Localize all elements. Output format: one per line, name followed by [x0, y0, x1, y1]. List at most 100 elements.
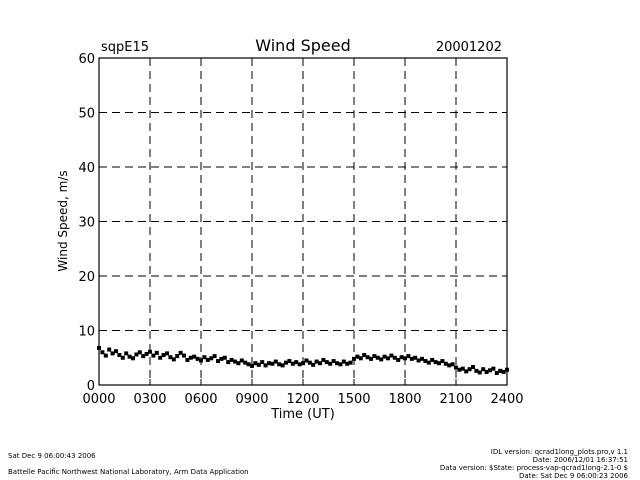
data-point: [205, 357, 210, 362]
data-point: [440, 359, 445, 364]
data-point: [301, 361, 305, 366]
x-tick-label: 1500: [337, 392, 370, 407]
chart-site-label: sqpE15: [101, 40, 149, 55]
data-point: [392, 355, 397, 360]
footer-left: Sat Dec 9 06:00:43 2006 Battelle Pacific…: [8, 452, 249, 476]
data-point: [131, 356, 135, 361]
y-tick-label: 40: [78, 161, 95, 176]
data-point: [386, 356, 390, 361]
data-point: [267, 361, 271, 366]
data-point: [341, 359, 346, 364]
data-point: [222, 355, 227, 360]
data-point: [369, 356, 373, 361]
data-point: [107, 347, 112, 352]
data-point: [151, 353, 156, 358]
x-tick-label: 2100: [439, 392, 472, 407]
data-point: [256, 362, 261, 367]
data-point: [134, 352, 139, 357]
data-point: [114, 349, 118, 354]
data-point: [236, 361, 241, 366]
data-point: [233, 359, 237, 364]
data-point: [314, 359, 319, 364]
data-point: [382, 354, 387, 359]
data-point: [117, 353, 122, 358]
data-point: [165, 351, 169, 356]
data-point: [416, 358, 421, 363]
data-point: [477, 370, 482, 375]
footer-idl-version: IDL version: qcrad1long_plots.pro,v 1.1: [490, 448, 628, 456]
data-point: [498, 368, 503, 373]
y-tick-label: 60: [78, 52, 95, 67]
data-point: [406, 354, 411, 359]
data-point: [277, 362, 282, 367]
footer-data-date: Date: Sat Dec 9 06:00:23 2006: [519, 472, 628, 480]
data-point: [297, 362, 302, 367]
x-axis-label: Time (UT): [270, 407, 335, 422]
data-point: [389, 353, 394, 358]
data-point: [311, 362, 316, 367]
data-point: [399, 355, 404, 360]
data-point: [216, 359, 220, 364]
data-point: [467, 367, 472, 372]
data-point: [437, 361, 441, 366]
data-point: [375, 355, 380, 360]
data-point: [273, 359, 278, 364]
data-point: [290, 361, 295, 366]
x-tick-label: 0900: [235, 392, 268, 407]
data-point: [335, 361, 339, 366]
data-point: [185, 357, 190, 362]
data-point: [175, 354, 180, 359]
data-point: [460, 366, 465, 371]
x-tick-label: 0600: [184, 392, 217, 407]
data-point: [178, 350, 183, 355]
footer-idl-date: Date: 2006/12/01 16:37:51: [532, 456, 628, 464]
data-point: [433, 360, 438, 365]
data-point: [307, 360, 312, 365]
data-point: [284, 360, 288, 365]
data-point: [447, 363, 452, 368]
data-point: [324, 360, 329, 365]
data-point: [345, 361, 350, 366]
data-point: [403, 356, 407, 361]
data-point: [450, 362, 455, 367]
data-point: [103, 353, 108, 358]
data-point: [379, 357, 384, 362]
data-point: [454, 365, 458, 370]
data-point: [501, 369, 506, 374]
chart-date-label: 20001202: [436, 40, 502, 55]
data-point: [192, 354, 197, 359]
data-point: [413, 355, 418, 360]
data-point: [263, 363, 268, 368]
y-axis-ticks: 0 10 20 30 40 50 60: [78, 52, 105, 394]
data-point: [124, 351, 129, 356]
data-point: [127, 354, 132, 359]
data-point: [243, 360, 248, 365]
data-point: [110, 351, 115, 356]
footer-institution: Battelle Pacific Northwest National Labo…: [8, 468, 249, 476]
data-point: [362, 353, 367, 358]
data-point: [474, 368, 479, 373]
data-point: [471, 365, 475, 370]
data-point: [144, 351, 149, 356]
data-point: [253, 361, 258, 366]
grid-lines: [99, 58, 507, 385]
data-point: [171, 357, 176, 362]
data-point: [491, 366, 496, 371]
data-point: [372, 354, 377, 359]
y-tick-label: 10: [78, 325, 95, 340]
y-tick-label: 0: [87, 379, 95, 394]
x-tick-label: 2400: [490, 392, 523, 407]
data-point: [260, 360, 265, 365]
data-point: [100, 350, 105, 355]
data-point: [154, 350, 159, 355]
data-point: [270, 361, 275, 366]
data-point: [161, 353, 166, 358]
data-point: [239, 358, 244, 363]
y-tick-label: 50: [78, 107, 95, 122]
y-tick-label: 20: [78, 270, 95, 285]
data-point: [182, 353, 186, 358]
x-axis-ticks: 0000 0300 0600 0900 1200 1500 1800 2100 2400: [82, 379, 524, 407]
data-point: [409, 356, 414, 361]
data-point: [209, 356, 214, 361]
